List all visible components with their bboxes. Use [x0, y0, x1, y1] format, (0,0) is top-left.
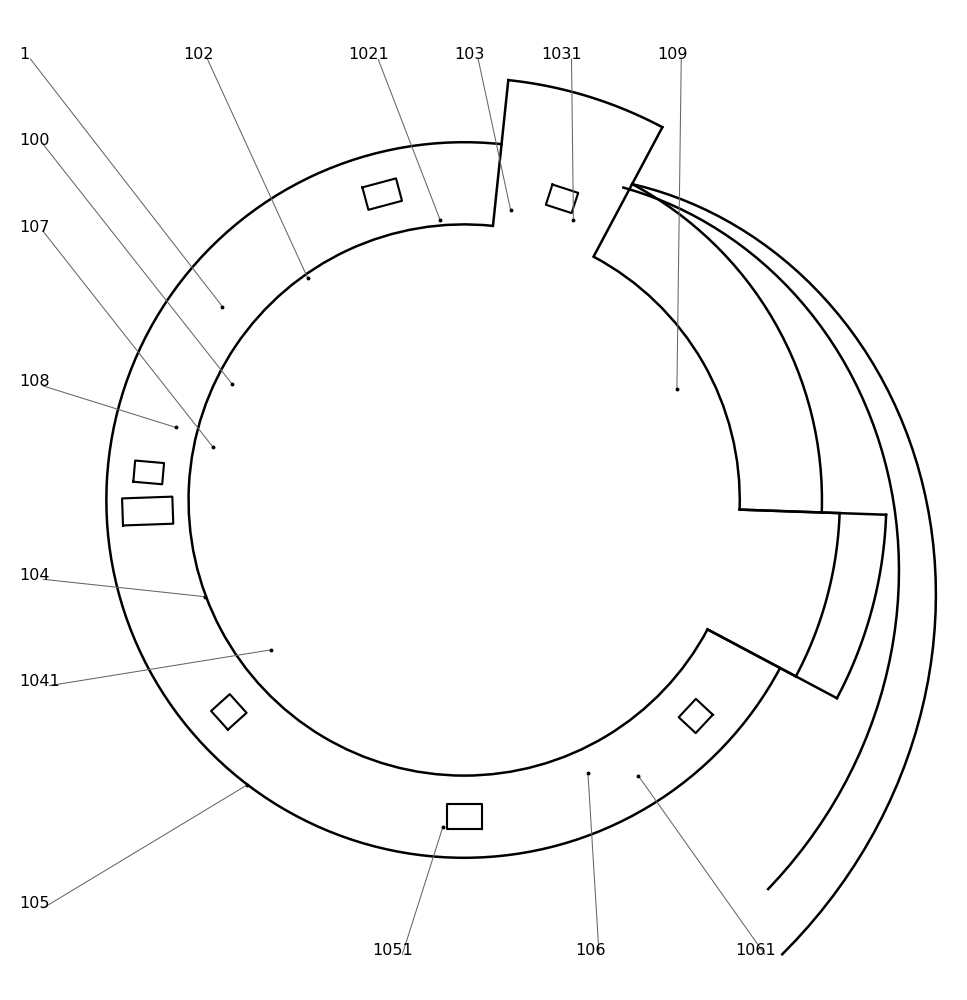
Text: 105: 105: [19, 896, 50, 911]
Text: 106: 106: [575, 943, 606, 958]
Text: 104: 104: [19, 568, 50, 583]
Text: 108: 108: [19, 374, 50, 389]
Text: 1061: 1061: [735, 943, 776, 958]
Text: 103: 103: [454, 47, 484, 62]
Text: 102: 102: [184, 47, 215, 62]
Text: 1041: 1041: [19, 674, 60, 689]
Text: 1: 1: [19, 47, 30, 62]
Text: 1051: 1051: [372, 943, 413, 958]
Text: 109: 109: [658, 47, 689, 62]
Text: 107: 107: [19, 220, 50, 235]
Text: 1031: 1031: [542, 47, 582, 62]
Text: 1021: 1021: [348, 47, 389, 62]
Text: 100: 100: [19, 133, 50, 148]
